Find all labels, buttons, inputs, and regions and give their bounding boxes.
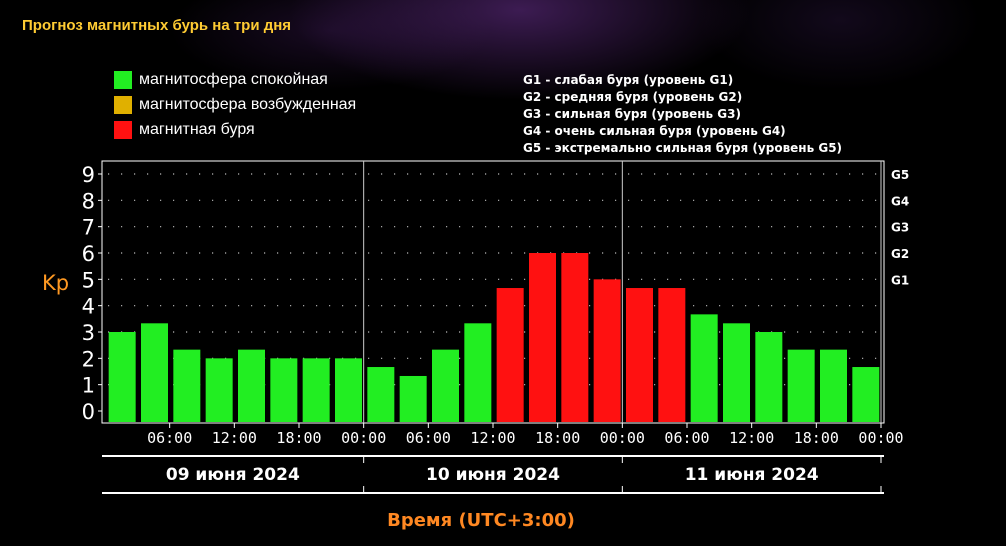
kp-bar bbox=[238, 349, 265, 422]
kp-bar bbox=[593, 279, 621, 422]
kp-bar bbox=[367, 367, 395, 422]
y-tick-label: 8 bbox=[82, 189, 95, 213]
kp-bar bbox=[690, 314, 718, 422]
y-tick-label: 3 bbox=[82, 321, 95, 345]
time-label: 00:00 bbox=[858, 429, 903, 447]
day-label: 11 июня 2024 bbox=[685, 465, 819, 485]
kp-bar bbox=[820, 349, 847, 422]
time-label: 00:00 bbox=[341, 429, 386, 447]
kp-bar bbox=[561, 253, 589, 422]
kp-bar bbox=[270, 358, 298, 422]
x-axis-title: Время (UTC+3:00) bbox=[387, 510, 575, 531]
storm-level-g4: G4 - очень сильная буря (уровень G4) bbox=[523, 124, 786, 138]
storm-level-g3: G3 - сильная буря (уровень G3) bbox=[523, 107, 741, 121]
day-label: 10 июня 2024 bbox=[426, 465, 560, 485]
kp-bar bbox=[658, 288, 686, 422]
legend-swatch-excited bbox=[114, 96, 132, 114]
kp-bar bbox=[205, 358, 233, 422]
time-label: 12:00 bbox=[729, 429, 774, 447]
legend: магнитосфера спокойная магнитосфера возб… bbox=[114, 70, 356, 145]
kp-bar bbox=[399, 375, 427, 422]
storm-level-list: G1 - слабая буря (уровень G1) G2 - средн… bbox=[523, 72, 842, 157]
time-label: 12:00 bbox=[470, 429, 515, 447]
kp-bar bbox=[529, 253, 556, 422]
kp-bar bbox=[755, 332, 783, 422]
kp-bar bbox=[141, 323, 168, 422]
y-tick-label: 2 bbox=[82, 347, 95, 371]
y-tick-label: 6 bbox=[82, 242, 95, 266]
kp-bar bbox=[723, 323, 750, 422]
legend-item-storm: магнитная буря bbox=[114, 120, 356, 140]
kp-bar bbox=[108, 332, 136, 422]
kp-bar bbox=[626, 288, 653, 422]
y-tick-label: 1 bbox=[82, 374, 95, 398]
storm-level-g1: G1 - слабая буря (уровень G1) bbox=[523, 73, 734, 87]
kp-bar bbox=[496, 288, 524, 422]
legend-label-excited: магнитосфера возбужденная bbox=[139, 96, 357, 113]
time-label: 06:00 bbox=[147, 429, 192, 447]
kp-bar bbox=[852, 367, 880, 422]
legend-item-excited: магнитосфера возбужденная bbox=[114, 95, 356, 115]
g-scale-label: G5 bbox=[891, 168, 909, 182]
y-tick-label: 9 bbox=[82, 163, 95, 187]
kp-bar bbox=[173, 349, 201, 422]
kp-bar bbox=[432, 349, 459, 422]
kp-bar bbox=[335, 358, 362, 422]
g-scale-label: G2 bbox=[891, 247, 909, 261]
time-label: 06:00 bbox=[664, 429, 709, 447]
y-axis-title: Kp bbox=[42, 271, 69, 295]
legend-label-quiet: магнитосфера спокойная bbox=[139, 71, 328, 88]
storm-level-g5: G5 - экстремально сильная буря (уровень … bbox=[523, 141, 843, 155]
legend-label-storm: магнитная буря bbox=[139, 121, 255, 138]
kp-bar bbox=[302, 358, 330, 422]
legend-item-quiet: магнитосфера спокойная bbox=[114, 70, 356, 90]
day-label: 09 июня 2024 bbox=[166, 465, 300, 485]
time-label: 12:00 bbox=[212, 429, 257, 447]
kp-bar bbox=[464, 323, 492, 422]
storm-level-g2: G2 - средняя буря (уровень G2) bbox=[523, 90, 743, 104]
time-label: 06:00 bbox=[406, 429, 451, 447]
g-scale-label: G4 bbox=[891, 194, 909, 208]
y-tick-label: 5 bbox=[82, 268, 95, 292]
g-scale-label: G3 bbox=[891, 221, 909, 235]
y-tick-label: 4 bbox=[82, 295, 95, 319]
y-tick-label: 7 bbox=[82, 216, 95, 240]
g-scale-label: G1 bbox=[891, 273, 909, 287]
time-label: 18:00 bbox=[276, 429, 321, 447]
time-label: 18:00 bbox=[794, 429, 839, 447]
page-title: Прогноз магнитных бурь на три дня bbox=[22, 17, 292, 34]
legend-swatch-quiet bbox=[114, 71, 132, 89]
time-label: 00:00 bbox=[600, 429, 645, 447]
time-label: 18:00 bbox=[535, 429, 580, 447]
kp-bar bbox=[787, 349, 815, 422]
legend-swatch-storm bbox=[114, 121, 132, 139]
y-tick-label: 0 bbox=[82, 400, 95, 424]
